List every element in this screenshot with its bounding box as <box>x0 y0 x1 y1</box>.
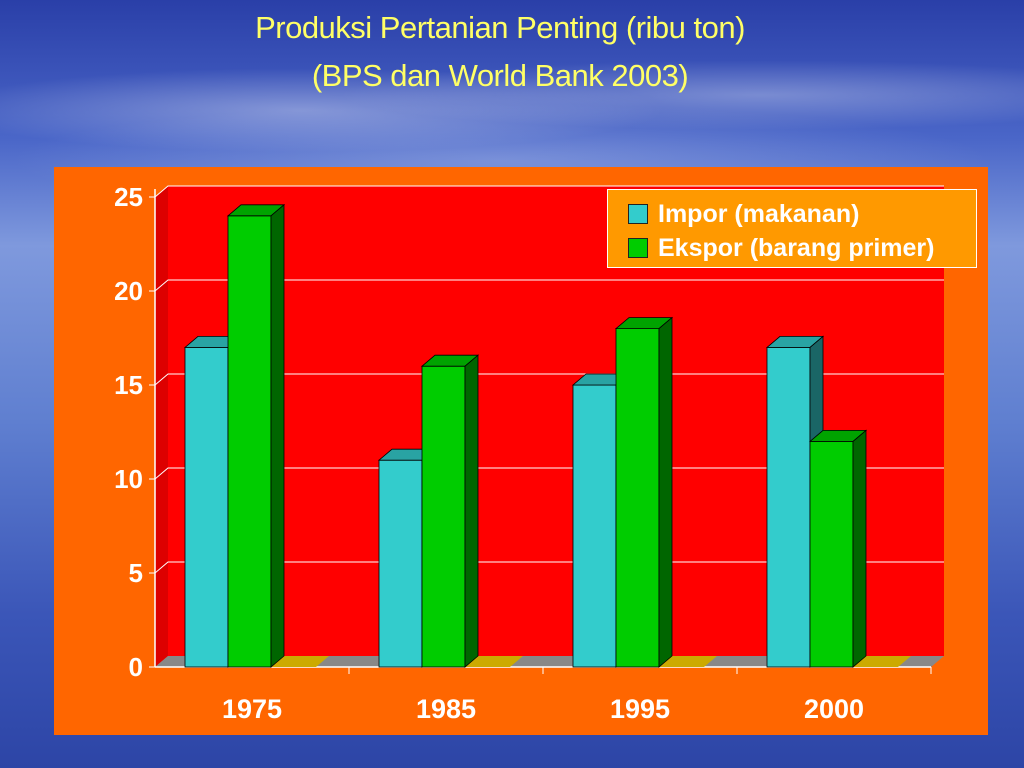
legend-label-impor: Impor (makanan) <box>658 199 860 228</box>
x-tick-label: 2000 <box>804 694 864 724</box>
bar-ekspor <box>421 365 466 668</box>
y-tick-label: 25 <box>114 182 143 212</box>
bar-side <box>464 354 479 668</box>
slide-title: Produksi Pertanian Penting (ribu ton) <box>255 10 745 45</box>
gridline <box>154 373 944 386</box>
bar-side <box>658 316 673 668</box>
floor-shadow <box>659 656 717 667</box>
chart-legend: Impor (makanan) Ekspor (barang primer) <box>607 189 977 268</box>
bar-impor <box>184 346 229 668</box>
gridline <box>154 279 944 292</box>
legend-swatch-impor <box>628 204 648 224</box>
gridline <box>154 561 944 574</box>
bar-ekspor <box>809 440 854 668</box>
bar-impor <box>572 384 617 668</box>
x-tick-label: 1995 <box>610 694 670 724</box>
legend-swatch-ekspor <box>628 238 648 258</box>
gridline <box>154 185 944 198</box>
y-tick-label: 10 <box>114 464 143 494</box>
y-tick-label: 15 <box>114 370 143 400</box>
x-tick-label: 1975 <box>222 694 282 724</box>
y-tick-label: 5 <box>129 558 143 588</box>
y-tick-label: 20 <box>114 276 143 306</box>
legend-label-ekspor: Ekspor (barang primer) <box>658 233 935 262</box>
x-tick-label: 1985 <box>416 694 476 724</box>
floor-shadow <box>271 656 329 667</box>
gridline <box>154 467 944 480</box>
slide-subtitle: (BPS dan World Bank 2003) <box>311 58 689 93</box>
y-tick-label: 0 <box>129 652 143 682</box>
bar-impor <box>766 346 811 668</box>
plot-side-wall <box>155 186 168 667</box>
bar-impor <box>378 459 423 668</box>
legend-item-ekspor: Ekspor (barang primer) <box>628 233 934 263</box>
bar-ekspor <box>615 328 660 668</box>
bar-side <box>852 429 867 668</box>
plot-floor <box>155 656 944 667</box>
legend-item-impor: Impor (makanan) <box>628 199 859 229</box>
bar-ekspor <box>227 215 272 668</box>
bar-side <box>270 203 285 668</box>
floor-shadow <box>465 656 523 667</box>
floor-shadow <box>853 656 911 667</box>
